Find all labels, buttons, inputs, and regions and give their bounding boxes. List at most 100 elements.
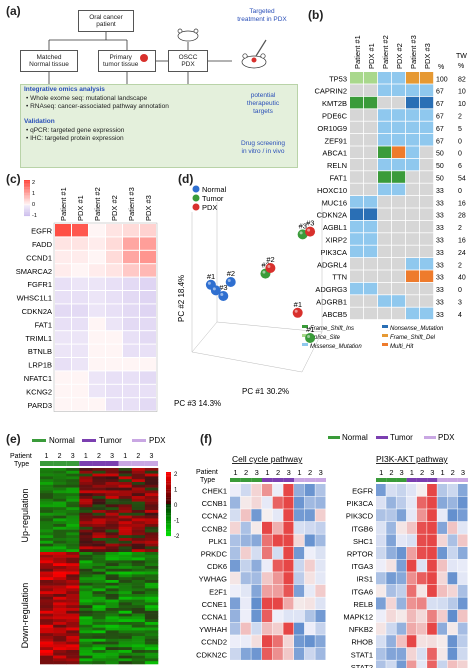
f-type-bar — [230, 478, 241, 482]
e-heatmap-cell — [144, 510, 159, 514]
e-heatmap-cell — [79, 633, 93, 637]
f-heatmap-cell — [283, 534, 294, 547]
f-patient-number: 2 — [451, 468, 455, 477]
pca-point-label: #2 — [227, 269, 235, 278]
e-heatmap-cell — [105, 577, 119, 581]
e-scale-segment — [166, 500, 171, 503]
e-heatmap-cell — [53, 507, 67, 511]
e-heatmap-cell — [66, 479, 80, 483]
e-heatmap-cell — [40, 655, 54, 659]
f-heatmap-cell — [376, 622, 386, 635]
f-gene-label: ITGB6 — [351, 524, 373, 533]
f-heatmap-cell — [230, 622, 241, 635]
e-heatmap-cell — [105, 616, 119, 620]
f-heatmap-cell — [315, 547, 326, 560]
oncoplot-cell — [378, 84, 392, 96]
oncoplot-cell — [392, 196, 406, 208]
oncoplot-cell — [406, 121, 420, 134]
f-heatmap-cell — [447, 496, 458, 509]
f-heatmap-cell — [240, 647, 251, 660]
tumor-dot-icon — [140, 54, 148, 62]
e-scale-segment — [166, 489, 171, 492]
e-heatmap-cell — [40, 568, 54, 572]
f-heatmap-cell — [315, 534, 326, 547]
e-heatmap-cell — [79, 594, 93, 598]
e-heatmap-cell — [79, 580, 93, 584]
heatmap-cell — [89, 264, 105, 277]
pca-ylabel: PC #2 18.4% — [177, 275, 186, 322]
panel-a-arrows — [48, 28, 267, 138]
e-heatmap-cell — [79, 543, 93, 547]
oncoplot-gene-label: KMT2B — [322, 99, 347, 108]
oncoplot-cell — [406, 183, 420, 196]
e-heatmap-cell — [144, 552, 159, 556]
e-heatmap-cell — [92, 599, 106, 603]
f-heatmap-cell — [240, 534, 251, 547]
f-heatmap-cell — [447, 584, 458, 597]
oncoplot-cell — [364, 109, 378, 121]
f-heatmap-cell — [386, 584, 396, 597]
e-heatmap-cell — [105, 630, 119, 634]
heatmap-cell — [89, 384, 105, 398]
f-heatmap-cell — [416, 647, 427, 660]
f-heatmap-cell — [427, 484, 437, 497]
heatmap-cell — [106, 331, 122, 344]
e-heatmap-cell — [40, 647, 54, 651]
f-heatmap-cell — [262, 559, 273, 572]
e-heatmap-cell — [118, 504, 133, 508]
e-heatmap-cell — [40, 479, 54, 483]
oncoplot-tw: 0 — [458, 287, 462, 294]
heatmap-gene-label: EGFR — [31, 227, 52, 236]
e-heatmap-cell — [131, 594, 146, 598]
e-heatmap-cell — [66, 540, 80, 544]
f-heatmap-cell — [230, 534, 241, 547]
e-heatmap-cell — [105, 546, 119, 550]
e-heatmap-cell — [144, 490, 159, 494]
e-heatmap-cell — [92, 515, 106, 519]
f-heatmap-cell — [272, 547, 283, 560]
e-scale-segment — [166, 481, 171, 484]
heatmap-cell — [55, 317, 71, 331]
e-heatmap-cell — [92, 501, 106, 505]
f-heatmap-cell — [457, 572, 468, 585]
f-heatmap-cell — [315, 509, 326, 522]
oncoplot-gene-label: XIRP2 — [325, 236, 347, 245]
legend-swatch — [382, 343, 388, 346]
f-heatmap-cell — [396, 484, 407, 497]
f-patient-number: 2 — [244, 468, 248, 477]
f-heatmap-cell — [272, 647, 283, 660]
f-heatmap-cell — [416, 597, 427, 610]
e-heatmap-cell — [40, 515, 54, 519]
f-heatmap-cell — [304, 521, 315, 534]
pca-axes — [191, 202, 323, 373]
e-heatmap-cell — [105, 552, 119, 556]
e-heatmap-cell — [131, 641, 146, 645]
f-heatmap-cell — [283, 521, 294, 534]
oncoplot-cell — [420, 171, 434, 183]
e-heatmap-cell — [92, 636, 106, 640]
heatmap-cell — [55, 237, 71, 250]
heatmap-cell — [89, 398, 105, 411]
e-heatmap-cell — [40, 518, 54, 522]
heatmap-cell — [123, 264, 139, 277]
e-legend-label: Normal — [49, 436, 75, 445]
matched-normal-text: Matched Normal tissue — [29, 53, 69, 68]
legend-swatch — [382, 334, 388, 337]
e-heatmap-cell — [92, 582, 106, 586]
oncoplot-cell — [420, 183, 434, 196]
e-heatmap-cell — [92, 585, 106, 589]
e-type-label: Type — [14, 461, 29, 468]
f-heatmap-cell — [447, 521, 458, 534]
e-heatmap-cell — [53, 560, 67, 564]
f-heatmap-cell — [396, 584, 407, 597]
e-heatmap-cell — [79, 630, 93, 634]
e-heatmap-cell — [144, 515, 159, 519]
e-heatmap-cell — [144, 529, 159, 533]
f-heatmap-cell — [457, 597, 468, 610]
e-heatmap-cell — [92, 619, 106, 623]
e-heatmap-cell — [92, 473, 106, 477]
f-gene-label: CCNA2 — [202, 512, 227, 521]
e-heatmap-cell — [53, 546, 67, 550]
e-heatmap-cell — [118, 613, 133, 617]
f-patient-number: 3 — [400, 468, 404, 477]
